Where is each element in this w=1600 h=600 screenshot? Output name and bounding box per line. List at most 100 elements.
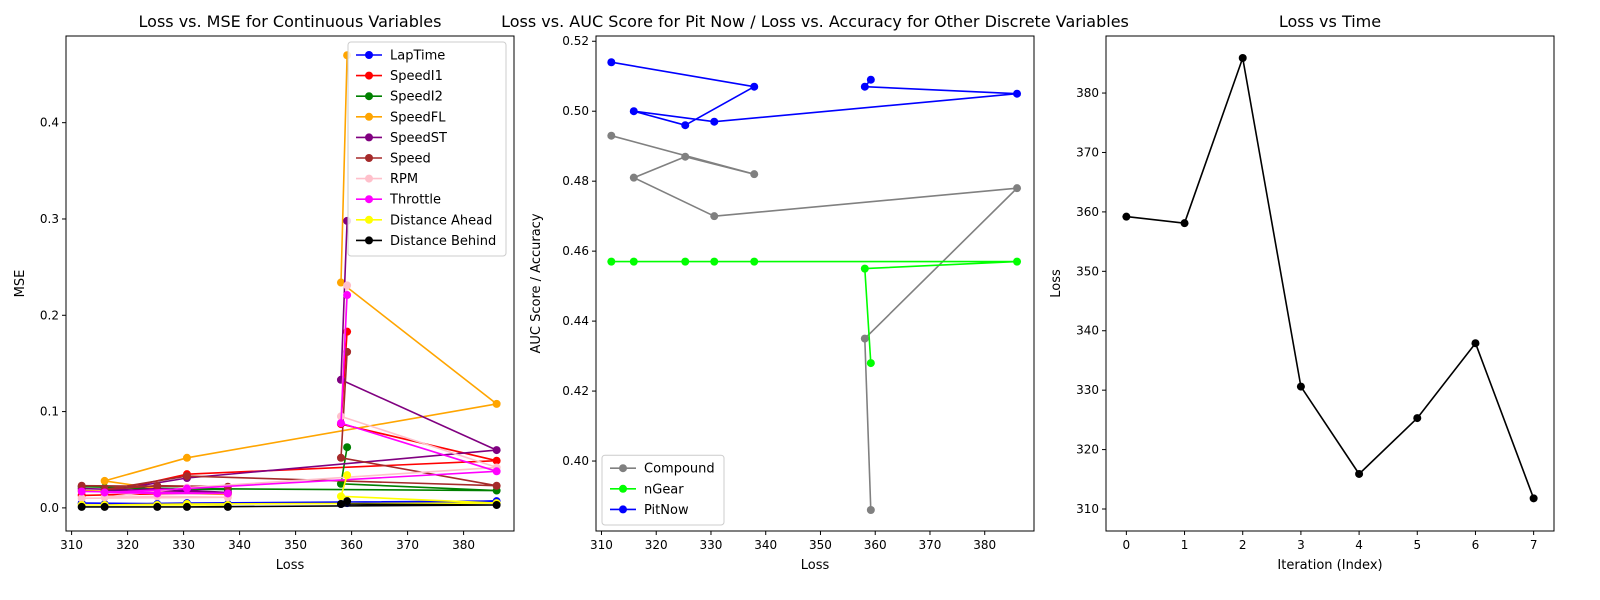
data-point-speedfl bbox=[492, 399, 501, 408]
legend-label-ngear: nGear bbox=[644, 482, 684, 497]
chart-title: Loss vs. MSE for Continuous Variables bbox=[139, 12, 442, 31]
legend-swatch-marker-distance-behind bbox=[365, 236, 373, 245]
x-tick-label: 6 bbox=[1472, 538, 1480, 552]
x-tick-label: 3 bbox=[1297, 538, 1305, 552]
legend-label-throttle: Throttle bbox=[389, 193, 441, 208]
y-tick-label: 0.4 bbox=[40, 116, 59, 130]
x-tick-label: 4 bbox=[1355, 538, 1363, 552]
series-line-compound bbox=[611, 134, 1018, 511]
legend-label-distance-ahead: Distance Ahead bbox=[390, 213, 492, 228]
data-point-series bbox=[1355, 469, 1364, 478]
y-tick-label: 370 bbox=[1076, 145, 1099, 159]
legend-label-speedi2: SpeedI2 bbox=[390, 90, 443, 105]
legend-swatch-marker-laptime bbox=[365, 51, 373, 59]
data-point-pitnow bbox=[866, 75, 875, 84]
data-point-distance-ahead bbox=[343, 471, 352, 480]
data-point-compound bbox=[629, 173, 638, 182]
data-point-rpm bbox=[343, 281, 352, 290]
x-tick-label: 370 bbox=[919, 538, 942, 552]
data-point-ngear bbox=[607, 257, 616, 266]
legend-label-speedi1: SpeedI1 bbox=[390, 69, 443, 84]
data-point-pitnow bbox=[681, 121, 690, 130]
legend-label-compound: Compound bbox=[644, 462, 715, 477]
x-tick-label: 2 bbox=[1239, 538, 1247, 552]
legend: Compound nGear PitNow bbox=[601, 454, 725, 526]
x-tick-label: 330 bbox=[172, 538, 195, 552]
data-point-pitnow bbox=[607, 58, 616, 67]
data-point-pitnow bbox=[629, 107, 638, 116]
y-tick-label: 380 bbox=[1076, 86, 1099, 100]
x-tick-label: 310 bbox=[60, 538, 83, 552]
data-point-throttle bbox=[77, 487, 86, 496]
y-tick-label: 0.50 bbox=[562, 104, 589, 118]
data-point-speedi2 bbox=[336, 479, 345, 488]
data-point-throttle bbox=[153, 489, 162, 498]
data-point-speed bbox=[182, 472, 191, 481]
data-point-series bbox=[1180, 219, 1189, 228]
y-tick-label: 0.52 bbox=[562, 34, 589, 48]
axes-frame bbox=[65, 35, 515, 532]
legend-label-pitnow: PitNow bbox=[644, 503, 689, 518]
data-point-compound bbox=[607, 131, 616, 140]
x-tick-label: 7 bbox=[1530, 538, 1538, 552]
data-point-throttle bbox=[343, 291, 352, 300]
legend-label-speedst: SpeedST bbox=[390, 131, 447, 146]
data-point-pitnow bbox=[750, 82, 759, 91]
y-axis-label: MSE bbox=[13, 270, 28, 298]
y-tick-label: 320 bbox=[1076, 443, 1099, 457]
data-point-speedfl bbox=[182, 453, 191, 462]
axes-frame bbox=[595, 35, 1035, 532]
data-point-series bbox=[1529, 494, 1538, 503]
legend-swatch-marker-speedfl bbox=[365, 112, 373, 121]
data-point-ngear bbox=[860, 264, 869, 273]
x-tick-label: 320 bbox=[116, 538, 139, 552]
data-point-speedi2 bbox=[343, 443, 352, 452]
y-tick-label: 0.1 bbox=[40, 405, 59, 419]
x-tick-label: 350 bbox=[809, 538, 832, 552]
y-tick-label: 0.44 bbox=[562, 314, 589, 328]
legend-swatch-marker-pitnow bbox=[619, 505, 627, 514]
x-tick-label: 380 bbox=[973, 538, 996, 552]
y-tick-label: 0.46 bbox=[562, 244, 589, 258]
y-tick-label: 360 bbox=[1076, 205, 1099, 219]
series-line-speedi2 bbox=[81, 447, 498, 492]
data-point-series bbox=[1122, 212, 1131, 221]
data-point-speedfl bbox=[336, 278, 345, 287]
x-tick-label: 370 bbox=[396, 538, 419, 552]
series-line-rpm bbox=[81, 285, 498, 500]
data-point-throttle bbox=[100, 488, 109, 497]
y-tick-label: 0.40 bbox=[562, 454, 589, 468]
data-point-compound bbox=[866, 506, 875, 515]
chart-3: Loss vs Time 0 1 2 3 4 5 6 7 310 320 330 340 350 360 37… bbox=[1049, 12, 1555, 573]
data-point-pitnow bbox=[1013, 89, 1022, 98]
data-point-series bbox=[1471, 339, 1480, 348]
x-tick-label: 340 bbox=[228, 538, 251, 552]
data-point-ngear bbox=[629, 257, 638, 266]
x-tick-label: 310 bbox=[590, 538, 613, 552]
data-point-distance-behind bbox=[153, 502, 162, 511]
data-point-distance-behind bbox=[77, 502, 86, 511]
data-point-compound bbox=[860, 334, 869, 343]
x-tick-label: 0 bbox=[1123, 538, 1131, 552]
y-tick-label: 0.42 bbox=[562, 384, 589, 398]
series-line-pitnow bbox=[611, 61, 1018, 126]
data-point-ngear bbox=[681, 257, 690, 266]
data-point-ngear bbox=[710, 257, 719, 266]
x-axis-label: Loss bbox=[276, 558, 305, 573]
y-tick-label: 340 bbox=[1076, 324, 1099, 338]
y-tick-label: 0.3 bbox=[40, 212, 59, 226]
legend-box bbox=[601, 454, 725, 526]
y-tick-label: 0.48 bbox=[562, 174, 589, 188]
data-point-series bbox=[1413, 414, 1422, 423]
x-tick-label: 340 bbox=[754, 538, 777, 552]
data-point-distance-behind bbox=[223, 502, 232, 511]
chart-2: Loss vs. AUC Score for Pit Now / Loss vs… bbox=[501, 12, 1129, 573]
x-axis-label: Loss bbox=[801, 558, 830, 573]
legend-swatch-marker-speedi1 bbox=[365, 71, 373, 80]
data-point-ngear bbox=[1013, 257, 1022, 266]
legend-swatch-marker-ngear bbox=[619, 484, 627, 493]
series-line-speedst bbox=[81, 220, 498, 494]
data-point-distance-behind bbox=[336, 500, 345, 509]
y-tick-label: 0.0 bbox=[40, 501, 59, 515]
legend-swatch-marker-speedst bbox=[365, 133, 373, 142]
